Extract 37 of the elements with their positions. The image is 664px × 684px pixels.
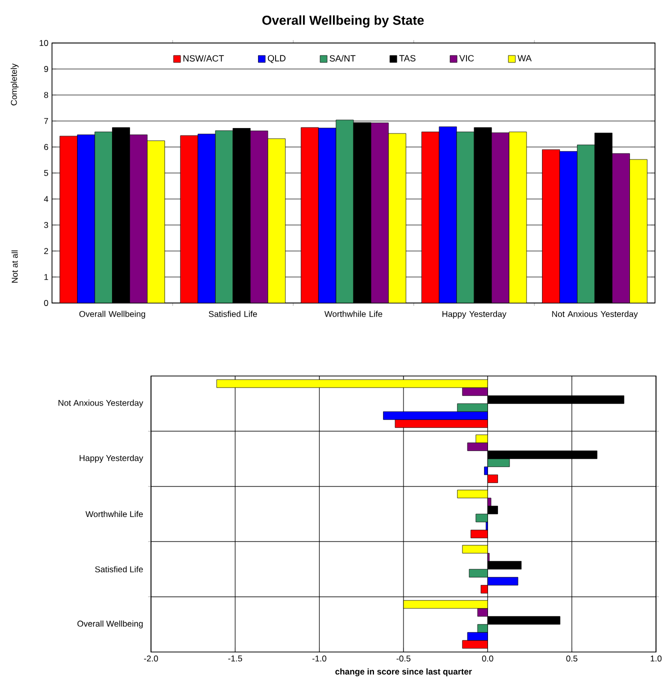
y-tick-label: 10 (40, 40, 48, 46)
y-tick-label: 5 (44, 170, 48, 176)
chart-title: Overall Wellbeing by State (262, 15, 424, 28)
x-tick-label: 0.5 (566, 656, 578, 662)
y-tick-label: 1 (44, 274, 48, 280)
x-tick-label: 0.0 (482, 656, 494, 662)
y-tick-label: Satisfied Life (95, 566, 143, 572)
x-tick-label: -1.0 (312, 656, 326, 662)
y-tick-label: 3 (44, 222, 48, 228)
y-tick-label: Overall Wellbeing (77, 620, 143, 628)
legend-label: QLD (268, 55, 286, 64)
x-tick-label: -1.5 (228, 656, 242, 662)
y-tick-label: Worthwhile Life (86, 510, 143, 518)
x-axis-title: change in score since last quarter (335, 668, 472, 676)
x-tick-label: Happy Yesterday (442, 310, 506, 319)
legend-label: NSW/ACT (183, 54, 224, 62)
y-tick-label: 7 (44, 118, 48, 124)
y-tick-label: 0 (44, 300, 48, 306)
x-tick-label: -2.0 (144, 656, 158, 662)
text: Completely (10, 63, 19, 106)
y-tick-label: 9 (44, 66, 48, 72)
x-tick-label: 1.0 (650, 656, 662, 662)
legend-label: VIC (459, 55, 474, 62)
text: Not at all (12, 250, 18, 283)
y-tick-label: 4 (44, 196, 48, 202)
x-tick-label: Worthwhile Life (324, 310, 382, 317)
legend-label: SA/NT (330, 54, 356, 62)
legend-label: WA (518, 55, 532, 62)
y-tick-label: 2 (44, 248, 48, 254)
x-tick-label: Not Anxious Yesterday (552, 310, 638, 319)
y-tick-label: 6 (44, 144, 48, 150)
x-tick-label: Satisfied Life (208, 310, 257, 317)
y-tick-label: Happy Yesterday (80, 454, 144, 463)
y-tick-label: Not Anxious Yesterday (58, 400, 144, 408)
legend-label: TAS (399, 55, 416, 62)
y-tick-label: 8 (44, 92, 48, 98)
x-tick-label: -0.5 (396, 656, 410, 662)
